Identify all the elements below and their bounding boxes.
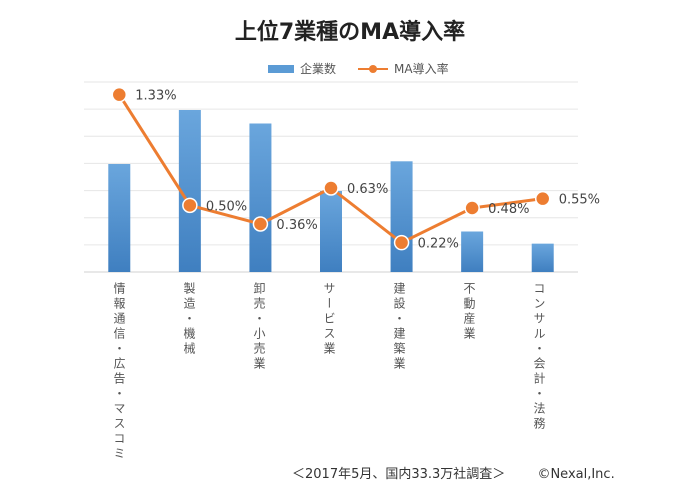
data-label: 0.36%	[276, 218, 317, 233]
bar	[531, 243, 554, 272]
copyright: ©Nexal,Inc.	[537, 467, 615, 482]
category-label: コンサル・会計・法務	[532, 282, 546, 432]
line-point	[323, 180, 339, 196]
data-label: 1.33%	[135, 89, 176, 104]
category-label: 不動産業	[462, 282, 476, 342]
legend: 企業数 MA導入率	[0, 60, 700, 76]
source-note: ＜2017年5月、国内33.3万社調査＞	[292, 467, 506, 482]
category-label: 卸売・小売業	[252, 282, 266, 372]
data-label: 0.50%	[206, 199, 247, 214]
legend-bar-swatch	[268, 64, 294, 73]
legend-bar-label: 企業数	[300, 62, 337, 76]
data-label: 0.22%	[418, 237, 459, 252]
legend-line-swatch	[358, 63, 388, 75]
bar	[108, 164, 131, 272]
category-label: サービス業	[322, 282, 336, 357]
bar	[461, 231, 484, 272]
line-point	[182, 197, 198, 214]
line-point	[111, 86, 128, 103]
footer: ＜2017年5月、国内33.3万社調査＞ ©Nexal,Inc.	[292, 463, 643, 482]
data-label: 0.55%	[559, 193, 600, 208]
category-label: 製造・機械	[182, 282, 196, 357]
bar	[320, 191, 342, 272]
category-label: 建設・建築業	[392, 282, 406, 372]
bar	[390, 161, 413, 272]
chart-title: 上位7業種のMA導入率	[234, 20, 466, 45]
category-label: 情報通信・広告・マスコミ	[112, 282, 126, 462]
data-label: 0.63%	[347, 182, 388, 197]
bar	[178, 110, 201, 272]
bar	[249, 123, 272, 272]
legend-item-bar: 企業数	[268, 60, 336, 77]
line-point	[464, 200, 480, 216]
data-label: 0.48%	[488, 202, 529, 217]
line-point	[534, 190, 551, 207]
legend-line-label: MA導入率	[394, 62, 449, 76]
line-point	[252, 216, 269, 232]
legend-item-line: MA導入率	[358, 60, 449, 77]
line-point	[393, 234, 410, 251]
